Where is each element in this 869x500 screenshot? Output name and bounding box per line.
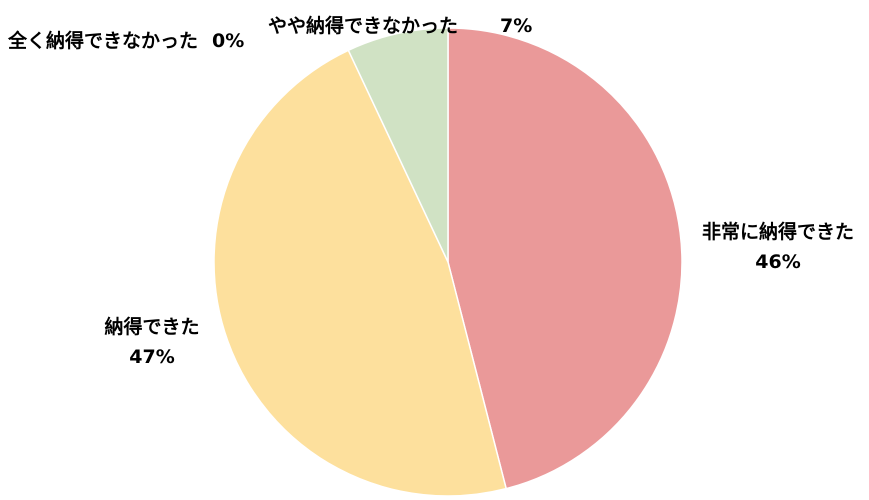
slice-percent-satisfied: 47% (129, 346, 174, 368)
slice-label-satisfied: 納得できた (104, 315, 199, 338)
pie-slice-somewhat-unsatisfied (347, 27, 449, 263)
slice-percent-somewhat-unsatisfied: 7% (500, 15, 532, 37)
slice-label-not-at-all-satisfied: 全く納得できなかった (7, 29, 198, 52)
slice-percent-not-at-all-satisfied: 0% (212, 30, 244, 52)
pie-slice-satisfied (213, 49, 508, 497)
slice-label-somewhat-unsatisfied: やや納得できなかった (268, 14, 458, 37)
slice-percent-very-satisfied: 46% (755, 251, 800, 273)
pie-slices (213, 27, 683, 497)
slice-labels: 非常に納得できた 46% 納得できた 47% やや納得できなかった 7% 全く納… (7, 14, 854, 368)
pie-slice-very-satisfied (447, 27, 683, 490)
slice-label-very-satisfied: 非常に納得できた (702, 220, 854, 243)
